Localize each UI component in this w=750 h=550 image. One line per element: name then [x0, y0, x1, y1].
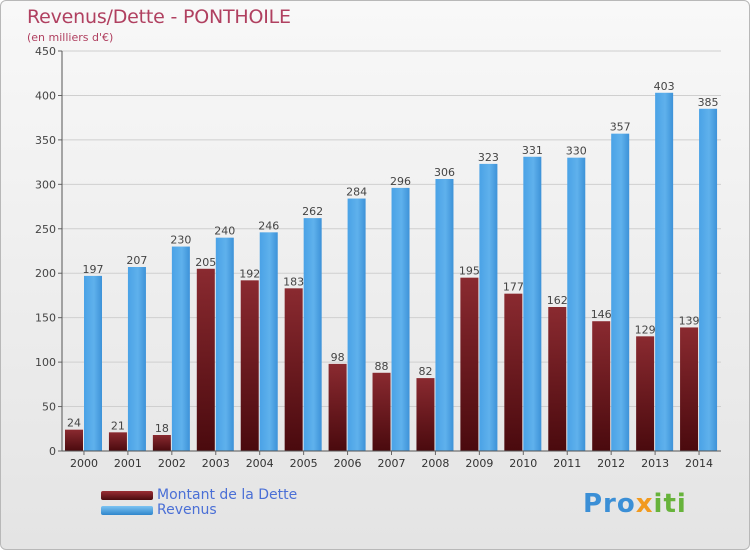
bars-layer	[65, 92, 718, 452]
data-label-dette: 195	[459, 265, 480, 278]
data-label-dette: 82	[418, 365, 432, 378]
x-tick-label: 2004	[246, 457, 274, 470]
x-tick-label: 2007	[378, 457, 406, 470]
data-label-dette: 139	[679, 314, 700, 327]
data-label-revenus: 331	[522, 144, 543, 157]
data-label-revenus: 230	[170, 234, 191, 247]
legend-swatch-revenus	[101, 506, 153, 515]
data-label-revenus: 240	[214, 225, 235, 238]
legend-label-revenus: Revenus	[157, 502, 217, 518]
data-label-dette: 88	[375, 360, 389, 373]
y-tick-label: 50	[42, 401, 56, 414]
data-label-dette: 18	[155, 422, 169, 435]
bar-dette	[240, 280, 259, 451]
x-tick-label: 2013	[641, 457, 669, 470]
data-label-dette: 192	[239, 267, 260, 280]
bar-revenus	[699, 108, 718, 452]
y-tick-label: 100	[35, 356, 56, 369]
data-label-revenus: 357	[610, 121, 631, 134]
data-label-dette: 205	[195, 256, 216, 269]
data-label-dette: 177	[503, 281, 524, 294]
x-tick-label: 2014	[685, 457, 713, 470]
data-label-revenus: 306	[434, 166, 455, 179]
bar-dette	[65, 429, 83, 451]
chart-subtitle: (en milliers d'€)	[27, 31, 114, 44]
data-label-revenus: 385	[698, 96, 719, 109]
bar-revenus	[435, 179, 454, 451]
y-tick-label: 250	[35, 223, 56, 236]
data-label-revenus: 330	[566, 145, 587, 158]
data-label-dette: 21	[111, 419, 125, 432]
x-tick-label: 2010	[509, 457, 537, 470]
y-tick-label: 300	[35, 178, 56, 191]
bar-dette	[196, 268, 215, 451]
data-label-dette: 183	[283, 275, 304, 288]
y-tick-label: 200	[35, 267, 56, 280]
x-tick-label: 2006	[334, 457, 362, 470]
data-label-dette: 24	[67, 417, 81, 430]
y-tick-label: 0	[49, 445, 56, 458]
x-tick-label: 2011	[553, 457, 581, 470]
x-tick-label: 2000	[70, 457, 98, 470]
data-label-revenus: 246	[258, 219, 279, 232]
x-tick-label: 2009	[465, 457, 493, 470]
proxiti-logo: Proxiti	[583, 489, 687, 519]
x-tick-label: 2008	[421, 457, 449, 470]
bar-revenus	[567, 157, 586, 451]
data-label-revenus: 403	[654, 80, 675, 93]
axis-layer: 0 50 100 150 200 250 300 350 400 450 2000 2001 2002 2…	[35, 45, 721, 470]
bar-revenus	[127, 267, 146, 451]
y-tick-label: 150	[35, 312, 56, 325]
bar-revenus	[171, 246, 190, 451]
bar-dette	[592, 321, 611, 451]
bar-dette	[108, 432, 127, 451]
data-label-dette: 129	[635, 323, 656, 336]
data-label-revenus: 262	[302, 205, 323, 218]
data-label-dette: 98	[331, 351, 345, 364]
bar-dette	[460, 277, 479, 451]
legend-label-dette: Montant de la Dette	[157, 487, 298, 503]
bar-revenus	[391, 187, 410, 451]
bar-revenus	[611, 133, 630, 451]
data-label-dette: 146	[591, 308, 612, 321]
bar-dette	[680, 327, 699, 451]
x-tick-label: 2005	[290, 457, 318, 470]
bar-revenus	[655, 92, 674, 452]
bar-revenus	[303, 218, 322, 451]
bar-dette	[328, 363, 347, 451]
x-tick-label: 2012	[597, 457, 625, 470]
data-label-dette: 162	[547, 294, 568, 307]
data-label-revenus: 284	[346, 186, 367, 199]
legend-swatch-dette	[101, 491, 153, 500]
chart-title: Revenus/Dette - PONTHOILE	[27, 6, 291, 28]
bar-revenus	[259, 232, 278, 451]
bar-revenus	[523, 156, 542, 451]
grid-layer	[62, 50, 721, 452]
y-tick-label: 450	[35, 45, 56, 58]
data-labels-layer: 24 197 21 207 18 230 205 240 192 246 183 262 98 284 88…	[67, 80, 719, 435]
data-label-revenus: 197	[83, 263, 104, 276]
y-tick-label: 350	[35, 134, 56, 147]
bar-dette	[504, 293, 523, 451]
data-label-revenus: 296	[390, 175, 411, 188]
bar-dette	[372, 372, 391, 451]
bar-revenus	[215, 237, 234, 451]
x-tick-label: 2002	[158, 457, 186, 470]
x-tick-label: 2003	[202, 457, 230, 470]
bar-dette	[636, 336, 655, 451]
bar-revenus	[479, 163, 498, 451]
bar-dette	[284, 288, 303, 451]
bar-dette	[548, 307, 567, 451]
bar-dette	[152, 435, 171, 451]
bar-dette	[416, 378, 435, 451]
x-tick-label: 2001	[114, 457, 142, 470]
y-tick-label: 400	[35, 89, 56, 102]
data-label-revenus: 323	[478, 151, 499, 164]
bar-revenus	[347, 198, 366, 451]
data-label-revenus: 207	[126, 254, 147, 267]
bar-revenus	[84, 275, 102, 451]
